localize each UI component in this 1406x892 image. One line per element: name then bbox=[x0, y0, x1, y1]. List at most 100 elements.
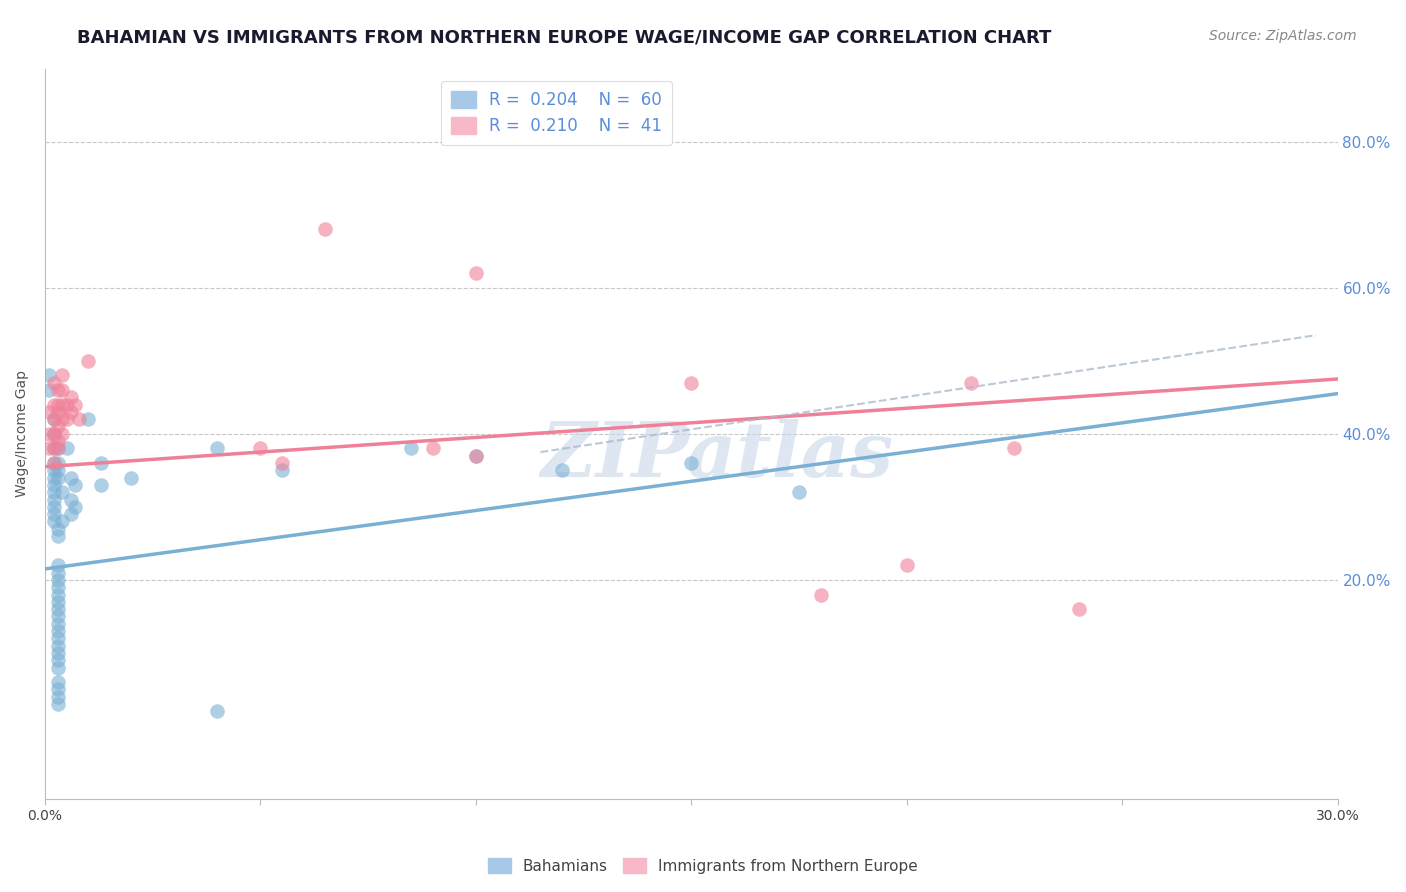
Point bbox=[63, 398, 86, 412]
Point bbox=[46, 646, 69, 660]
Point bbox=[249, 442, 271, 456]
Point bbox=[207, 442, 229, 456]
Point bbox=[46, 405, 69, 419]
Point bbox=[314, 222, 336, 236]
Point bbox=[46, 580, 69, 594]
Point bbox=[59, 507, 82, 521]
Point bbox=[46, 442, 69, 456]
Text: ZIPatlas: ZIPatlas bbox=[540, 418, 894, 492]
Point bbox=[42, 412, 65, 426]
Point bbox=[787, 485, 810, 500]
Point bbox=[46, 587, 69, 601]
Y-axis label: Wage/Income Gap: Wage/Income Gap bbox=[15, 370, 30, 498]
Point bbox=[46, 697, 69, 711]
Point bbox=[55, 398, 77, 412]
Point bbox=[551, 463, 574, 477]
Point bbox=[46, 624, 69, 638]
Point bbox=[51, 368, 73, 383]
Point bbox=[464, 449, 486, 463]
Point bbox=[46, 470, 69, 484]
Point bbox=[42, 492, 65, 507]
Point bbox=[46, 595, 69, 609]
Point bbox=[51, 412, 73, 426]
Point bbox=[51, 426, 73, 441]
Point bbox=[42, 442, 65, 456]
Point bbox=[46, 383, 69, 397]
Point bbox=[77, 412, 100, 426]
Point bbox=[42, 500, 65, 514]
Point bbox=[207, 705, 229, 719]
Point bbox=[46, 558, 69, 573]
Point bbox=[46, 573, 69, 587]
Point bbox=[46, 522, 69, 536]
Point bbox=[46, 566, 69, 580]
Point bbox=[42, 426, 65, 441]
Point bbox=[55, 412, 77, 426]
Point bbox=[464, 266, 486, 280]
Point bbox=[46, 456, 69, 470]
Point bbox=[46, 653, 69, 667]
Point bbox=[1069, 602, 1091, 616]
Point bbox=[46, 682, 69, 697]
Point bbox=[271, 463, 294, 477]
Point bbox=[681, 456, 703, 470]
Point bbox=[42, 456, 65, 470]
Point bbox=[38, 383, 60, 397]
Point bbox=[38, 442, 60, 456]
Point bbox=[59, 405, 82, 419]
Text: BAHAMIAN VS IMMIGRANTS FROM NORTHERN EUROPE WAGE/INCOME GAP CORRELATION CHART: BAHAMIAN VS IMMIGRANTS FROM NORTHERN EUR… bbox=[77, 29, 1052, 46]
Point bbox=[464, 449, 486, 463]
Point bbox=[59, 390, 82, 404]
Point bbox=[59, 492, 82, 507]
Point bbox=[90, 478, 112, 492]
Point bbox=[896, 558, 918, 573]
Point bbox=[46, 660, 69, 674]
Point bbox=[120, 470, 142, 484]
Point bbox=[42, 463, 65, 477]
Point bbox=[810, 587, 832, 601]
Legend: Bahamians, Immigrants from Northern Europe: Bahamians, Immigrants from Northern Euro… bbox=[482, 852, 924, 880]
Point bbox=[46, 419, 69, 434]
Point bbox=[55, 442, 77, 456]
Point bbox=[38, 368, 60, 383]
Point bbox=[46, 609, 69, 624]
Point bbox=[42, 478, 65, 492]
Point bbox=[42, 485, 65, 500]
Text: Source: ZipAtlas.com: Source: ZipAtlas.com bbox=[1209, 29, 1357, 43]
Point bbox=[42, 376, 65, 390]
Point bbox=[46, 434, 69, 449]
Point bbox=[51, 383, 73, 397]
Point bbox=[51, 398, 73, 412]
Point bbox=[63, 478, 86, 492]
Point bbox=[51, 485, 73, 500]
Point bbox=[46, 616, 69, 631]
Point bbox=[42, 442, 65, 456]
Point bbox=[59, 470, 82, 484]
Point bbox=[42, 426, 65, 441]
Point bbox=[42, 515, 65, 529]
Point bbox=[46, 639, 69, 653]
Point bbox=[960, 376, 983, 390]
Point bbox=[1004, 442, 1026, 456]
Point bbox=[42, 398, 65, 412]
Point bbox=[42, 507, 65, 521]
Point bbox=[63, 500, 86, 514]
Point bbox=[681, 376, 703, 390]
Point bbox=[46, 690, 69, 704]
Point bbox=[38, 426, 60, 441]
Point bbox=[69, 412, 91, 426]
Point bbox=[46, 675, 69, 690]
Point bbox=[42, 412, 65, 426]
Point bbox=[42, 470, 65, 484]
Legend: R =  0.204    N =  60, R =  0.210    N =  41: R = 0.204 N = 60, R = 0.210 N = 41 bbox=[441, 80, 672, 145]
Point bbox=[46, 529, 69, 543]
Point bbox=[46, 632, 69, 646]
Point bbox=[271, 456, 294, 470]
Point bbox=[38, 405, 60, 419]
Point bbox=[42, 456, 65, 470]
Point bbox=[46, 602, 69, 616]
Point bbox=[51, 515, 73, 529]
Point bbox=[422, 442, 444, 456]
Point bbox=[399, 442, 422, 456]
Point bbox=[77, 353, 100, 368]
